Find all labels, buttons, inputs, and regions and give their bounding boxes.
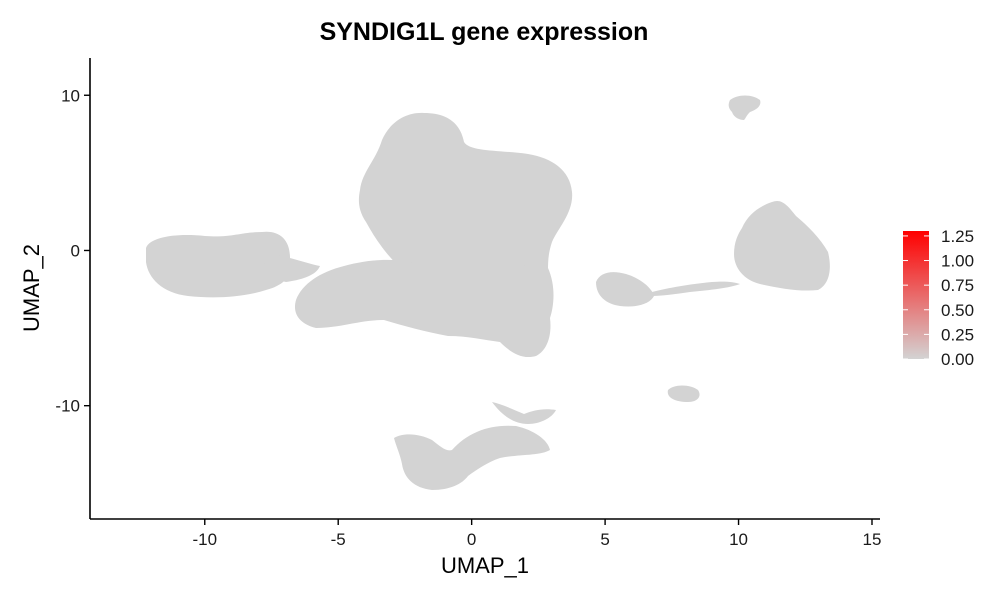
cell-cluster [667,385,700,402]
colorbar-label: 0.50 [941,301,974,320]
cell-cluster [394,425,550,490]
chart-title: SYNDIG1L gene expression [320,18,649,46]
color-legend: 0.00 0.25 0.50 0.75 1.00 1.25 [903,227,974,369]
x-tick-label: 15 [863,530,882,549]
y-tick-label: -10 [55,397,80,416]
colorbar-label: 0.00 [941,350,974,369]
x-tick-label: -5 [331,530,346,549]
colorbar-ticks: 0.00 0.25 0.50 0.75 1.00 1.25 [903,227,974,369]
colorbar [903,231,929,359]
colorbar-label: 1.00 [941,252,974,271]
cell-cluster [146,231,292,298]
colorbar-label: 1.25 [941,227,974,246]
colorbar-label: 0.75 [941,276,974,295]
cell-cluster [492,402,556,424]
cell-cluster [596,272,654,307]
x-axis-ticks: -10 -5 0 5 10 15 [192,519,881,549]
y-tick-label: 0 [71,241,80,260]
cell-cluster [358,112,573,286]
x-tick-label: 10 [729,530,748,549]
cell-cluster [734,200,830,291]
x-tick-label: -10 [192,530,217,549]
cell-points [146,95,830,490]
y-axis-ticks: -10 0 10 [55,86,90,416]
cell-cluster [262,255,320,282]
cell-cluster [294,259,554,358]
x-tick-label: 0 [467,530,476,549]
cell-cluster [728,95,761,120]
y-tick-label: 10 [61,86,80,105]
x-axis-title: UMAP_1 [441,553,529,578]
cell-cluster [652,281,740,296]
y-axis-title: UMAP_2 [19,244,44,332]
colorbar-label: 0.25 [941,325,974,344]
x-tick-label: 5 [600,530,609,549]
